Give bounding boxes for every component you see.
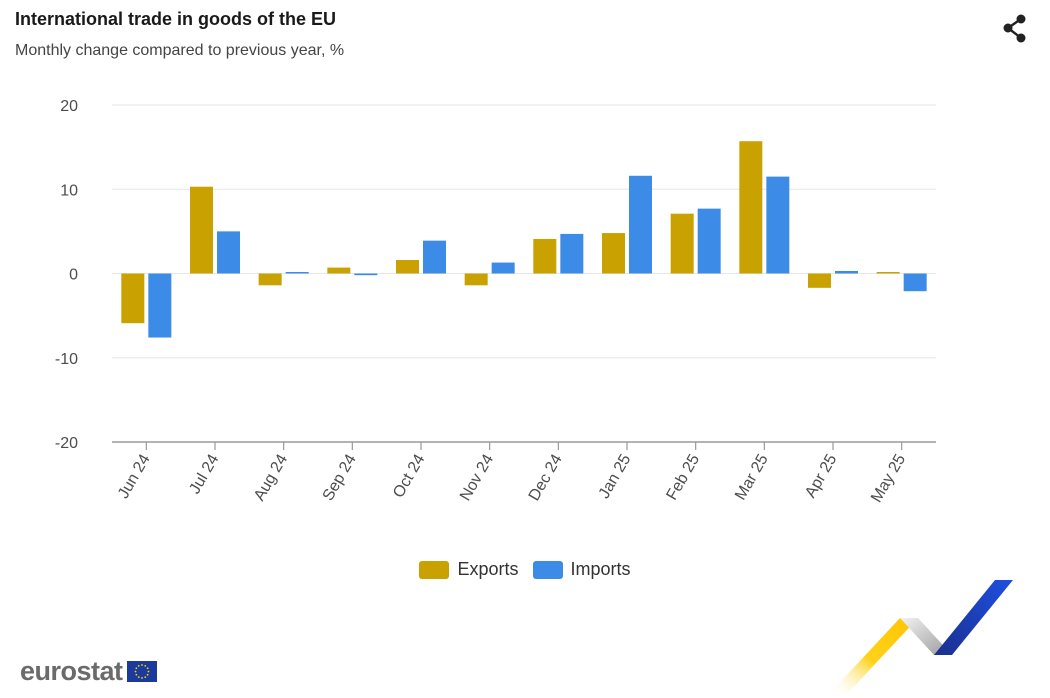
bar-imports-may-25 [903,273,927,292]
bar-imports-nov-24 [491,262,515,274]
legend-swatch-exports [419,560,450,579]
y-axis-ticks: 20 10 0 -10 -20 [55,98,78,452]
y-tick-label: 0 [69,267,78,284]
x-tick-label: Jul 24 [186,451,222,497]
bar-exports-aug-24 [258,273,282,286]
bar-exports-oct-24 [396,260,419,274]
x-tick-label: Oct 24 [390,451,428,500]
bar-imports-jan-25 [629,175,652,274]
bar-exports-jun-24 [121,273,145,324]
ribbon-graphic [830,580,1013,693]
bar-exports-sep-24 [327,267,351,274]
bar-exports-jul-24 [190,186,213,274]
chart-subtitle: Monthly change compared to previous year… [15,42,345,59]
bar-imports-aug-24 [285,272,309,274]
bar-imports-apr-25 [835,270,858,274]
x-tick-label: Sep 24 [320,451,360,504]
share-icon [1003,14,1026,43]
bar-exports-dec-24 [533,238,557,274]
bar-imports-jul-24 [217,231,240,274]
bar-exports-mar-25 [739,141,763,274]
legend: Exports Imports [0,559,1050,580]
bar-exports-may-25 [876,272,900,274]
legend-item-exports[interactable]: Exports [419,559,519,580]
x-tick-label: Jun 24 [115,451,154,501]
y-tick-label: 10 [60,182,78,199]
eu-flag-icon [126,661,157,682]
x-tick-label: Apr 25 [802,451,840,500]
x-axis-ticks: Jun 24 Jul 24 Aug 24 Sep 24 Oct 24 Nov 24 Dec … [115,442,909,505]
legend-label-exports: Exports [457,559,519,579]
bar-imports-jun-24 [148,273,172,338]
bar-imports-mar-25 [766,176,790,274]
bar-imports-oct-24 [423,240,446,274]
chart-plot: 20 10 0 -10 -20 Jun 24 Jul 24 Aug 24 Sep 24 Oct … [55,98,936,505]
share-button[interactable] [998,12,1032,46]
chart-title: International trade in goods of the EU [15,9,337,29]
x-tick-label: Aug 24 [251,451,291,504]
x-tick-label: Mar 25 [732,451,772,503]
bars [121,141,927,338]
x-tick-label: Jan 25 [596,451,635,501]
x-tick-label: Nov 24 [457,451,497,503]
legend-label-imports: Imports [570,559,631,579]
bar-exports-nov-24 [464,273,488,286]
bar-imports-sep-24 [354,273,378,276]
gridlines [112,104,936,359]
x-tick-label: Feb 25 [664,451,704,503]
bar-exports-feb-25 [670,213,694,274]
y-tick-label: 20 [60,98,78,115]
x-tick-label: May 25 [868,451,909,505]
bar-imports-feb-25 [697,208,721,274]
x-tick-label: Dec 24 [526,451,566,503]
logo-text: eurostat [20,656,123,686]
legend-swatch-imports [532,560,563,579]
y-tick-label: -10 [55,351,78,368]
bar-exports-apr-25 [808,273,831,288]
bar-exports-jan-25 [602,233,625,274]
bar-imports-dec-24 [560,233,584,274]
legend-item-imports[interactable]: Imports [532,559,631,580]
eurostat-logo: eurostat [20,656,157,687]
y-tick-label: -20 [55,435,78,452]
